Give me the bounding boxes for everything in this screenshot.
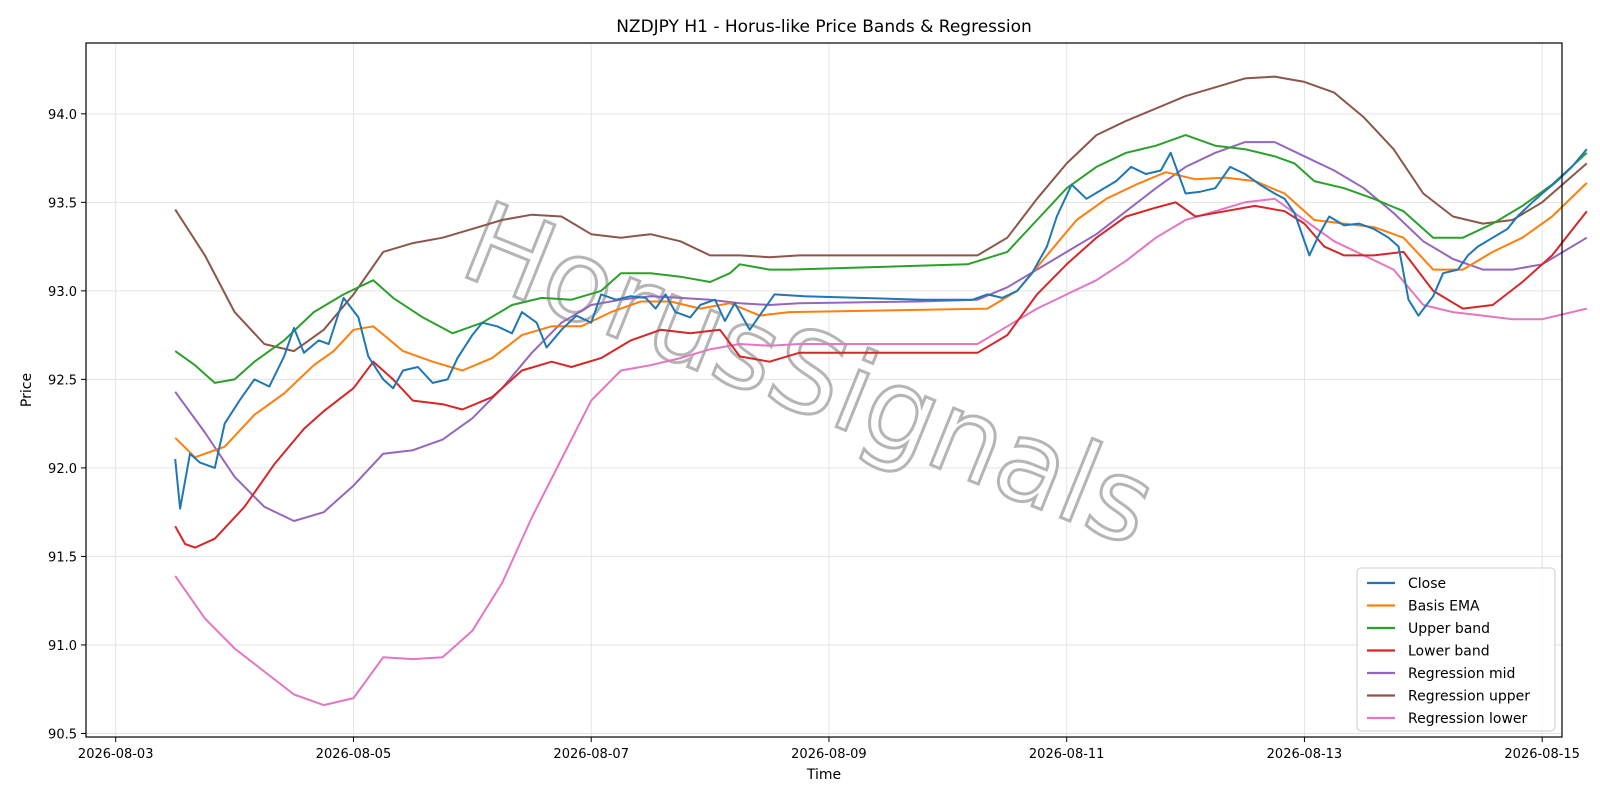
y-axis-ticks: 90.5 91.0 91.5 92.0 92.5 93.0 93.5 94.0 <box>48 108 86 742</box>
y-tick-label: 90.5 <box>48 727 77 742</box>
x-axis-label: Time <box>806 767 841 783</box>
series-line-lower-band <box>174 201 1588 549</box>
horizontal-gridlines <box>86 113 1562 734</box>
plot-frame <box>85 42 1563 738</box>
x-axis-ticks: 2026-08-03 2026-08-05 2026-08-07 2026-08-09… <box>78 737 1580 762</box>
y-tick-label: 92.5 <box>48 373 77 388</box>
legend-label-upper-band: Upper band <box>1408 621 1490 637</box>
chart-title: NZDJPY H1 - Horus-like Price Bands & Reg… <box>616 17 1032 37</box>
y-tick-label: 93.0 <box>48 285 77 300</box>
x-tick-label: 2026-08-13 <box>1267 747 1343 762</box>
series-lines <box>174 75 1588 707</box>
legend-box <box>1356 567 1556 732</box>
legend-label-basis-ema: Basis EMA <box>1408 599 1480 615</box>
legend-label-close: Close <box>1408 576 1446 592</box>
legend-label-regression-upper: Regression upper <box>1408 689 1530 705</box>
legend-label-regression-mid: Regression mid <box>1408 666 1515 682</box>
x-tick-label: 2026-08-03 <box>78 747 154 762</box>
x-tick-label: 2026-08-05 <box>316 747 392 762</box>
legend-label-regression-lower: Regression lower <box>1408 711 1528 727</box>
y-tick-label: 91.0 <box>48 639 77 654</box>
x-tick-label: 2026-08-15 <box>1504 747 1580 762</box>
y-axis-label: Price <box>19 373 35 407</box>
legend: Close Basis EMA Upper band Lower band Regres… <box>1356 567 1556 732</box>
x-tick-label: 2026-08-11 <box>1029 747 1105 762</box>
y-tick-label: 94.0 <box>48 108 77 123</box>
series-line-regression-mid <box>174 141 1588 522</box>
y-tick-label: 91.5 <box>48 550 77 565</box>
x-tick-label: 2026-08-07 <box>553 747 629 762</box>
x-tick-label: 2026-08-09 <box>791 747 867 762</box>
legend-label-lower-band: Lower band <box>1408 644 1490 660</box>
series-line-close <box>174 148 1588 510</box>
y-tick-label: 92.0 <box>48 462 77 477</box>
y-tick-label: 93.5 <box>48 196 77 211</box>
series-line-upper-band <box>174 134 1588 384</box>
series-line-regression-upper <box>174 75 1588 353</box>
